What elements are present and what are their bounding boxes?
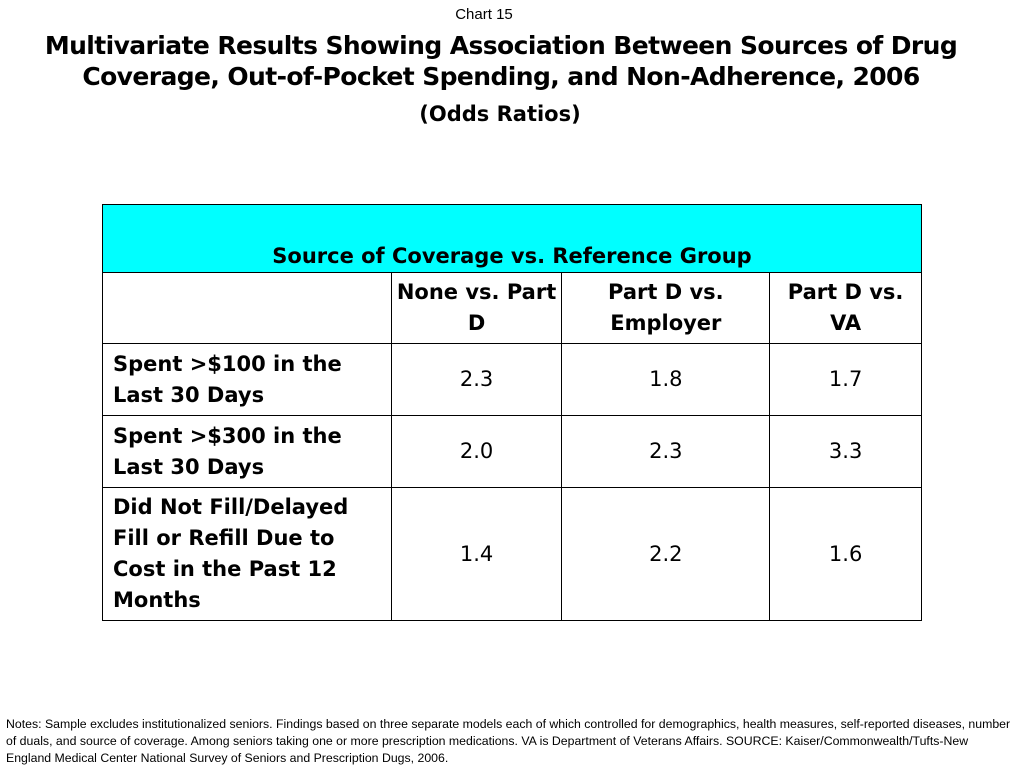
group-header: Source of Coverage vs. Reference Group [102, 204, 922, 273]
table-row: Did Not Fill/Delayed Fill or Refill Due … [102, 487, 922, 621]
row-label: Did Not Fill/Delayed Fill or Refill Due … [102, 487, 392, 621]
table-cell: 3.3 [769, 415, 922, 488]
table-cell: 1.7 [769, 343, 922, 416]
table-cell: 2.3 [561, 415, 771, 488]
table-cell: 2.0 [390, 415, 563, 488]
odds-ratio-table: Source of Coverage vs. Reference Group N… [102, 204, 922, 621]
row-label: Spent >$100 in the Last 30 Days [102, 343, 392, 416]
chart-subtitle: (Odds Ratios) [419, 102, 581, 126]
chart-title: Multivariate Results Showing Association… [0, 30, 1002, 92]
row-label: Spent >$300 in the Last 30 Days [102, 415, 392, 488]
table-cell: 1.6 [769, 487, 922, 621]
table-row: Spent >$100 in the Last 30 Days 2.3 1.8 … [102, 343, 922, 416]
column-header: Part D vs. Employer [561, 272, 771, 344]
table-cell: 2.3 [390, 343, 563, 416]
column-header: None vs. Part D [390, 272, 563, 344]
table-cell: 1.8 [561, 343, 771, 416]
chart-title-line-2: Coverage, Out-of-Pocket Spending, and No… [82, 62, 920, 91]
table-cell: 2.2 [561, 487, 771, 621]
table-cell: 1.4 [390, 487, 563, 621]
column-header-empty [102, 272, 392, 344]
column-header: Part D vs. VA [769, 272, 922, 344]
chart-title-line-1: Multivariate Results Showing Association… [44, 31, 958, 60]
table-row: Spent >$300 in the Last 30 Days 2.0 2.3 … [102, 415, 922, 488]
column-header-row: None vs. Part D Part D vs. Employer Part… [102, 272, 922, 344]
footnote: Notes: Sample excludes institutionalized… [6, 717, 1011, 765]
group-header-row: Source of Coverage vs. Reference Group [102, 204, 922, 273]
chart-number: Chart 15 [455, 6, 513, 23]
